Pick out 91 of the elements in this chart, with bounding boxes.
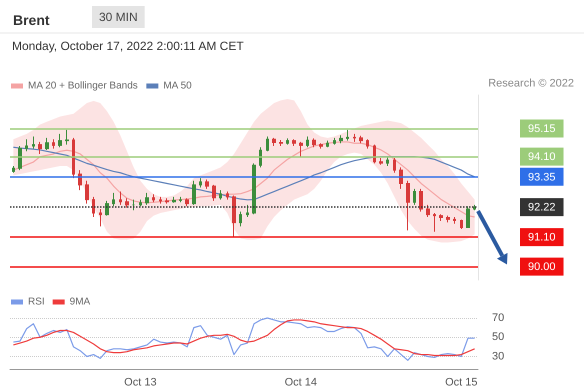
candlestick [232, 195, 236, 238]
candlestick [179, 196, 182, 203]
text: Monday, October 17, 2022 2:00:11 AM CET [12, 39, 244, 53]
candlestick [152, 194, 155, 203]
chart-subtitle: 30 MIN [99, 10, 138, 24]
candlestick [446, 215, 450, 223]
candlestick [259, 146, 262, 168]
candlestick [139, 199, 142, 207]
candlestick [65, 129, 69, 146]
y-tick-label: 92.22 [528, 202, 556, 214]
candlestick [339, 134, 343, 144]
candlestick [38, 141, 42, 154]
candlestick [306, 136, 309, 148]
x-tick-label: Oct 13 [124, 376, 157, 388]
candlestick [379, 158, 383, 166]
candlestick [386, 156, 389, 167]
candlestick [399, 166, 403, 190]
y-tick-label: 30 [492, 350, 504, 362]
candlestick [25, 138, 28, 152]
candlestick [185, 198, 189, 207]
candlestick [406, 180, 410, 231]
candlestick [165, 198, 169, 204]
candlestick [192, 180, 196, 206]
legend-label: MA 20 + Bollinger Bands [28, 80, 138, 92]
candlestick [453, 216, 456, 224]
candlestick [319, 142, 323, 150]
candlestick [333, 137, 336, 146]
line-series [12, 146, 476, 200]
candlestick [266, 136, 269, 152]
candlestick [226, 191, 229, 200]
y-tick-label: 94.10 [528, 151, 556, 164]
y-tick-label: 93.35 [528, 171, 556, 184]
candlestick [45, 137, 49, 150]
candlestick [272, 137, 276, 146]
candlestick [433, 212, 436, 232]
y-tick-label: 90.00 [528, 261, 556, 274]
candlestick [413, 188, 416, 206]
candlestick [72, 137, 75, 179]
candlestick [112, 192, 115, 207]
candlestick [159, 196, 162, 204]
chart-title: Brent [13, 12, 50, 28]
x-tick-label: Oct 14 [284, 376, 318, 388]
text: Research © 2022 [488, 78, 574, 90]
candlestick [473, 204, 476, 211]
candlestick [279, 140, 283, 146]
candlestick [199, 178, 202, 188]
y-tick-label: 95.15 [528, 123, 556, 136]
x-tick-label: Oct 15 [445, 376, 478, 388]
y-tick-label: 50 [492, 331, 504, 344]
candlestick [439, 214, 443, 222]
candlestick [346, 129, 349, 142]
candlestick [99, 208, 102, 227]
candlestick [92, 196, 95, 218]
candlestick [466, 206, 470, 228]
candlestick [205, 178, 209, 190]
candlestick [326, 140, 329, 148]
candlestick [299, 141, 303, 158]
candlestick [18, 145, 22, 171]
candlestick [419, 188, 423, 212]
candlestick [12, 166, 15, 174]
candlestick [32, 136, 35, 150]
legend-label: 9MA [70, 296, 91, 308]
candlestick [85, 180, 89, 204]
candlestick [426, 204, 430, 218]
y-tick-label: 91.10 [528, 232, 556, 244]
candlestick [125, 198, 129, 208]
candlestick [366, 138, 369, 150]
candlestick [58, 133, 62, 148]
candlestick [172, 196, 176, 204]
candlestick [359, 135, 363, 144]
legend-label: RSI [28, 296, 45, 308]
candlestick [246, 204, 249, 218]
candlestick [312, 138, 316, 148]
candlestick [252, 162, 256, 215]
candlestick [353, 133, 356, 142]
candlestick [132, 199, 135, 211]
y-tick-label: 70 [492, 312, 504, 324]
legend-label: MA 50 [163, 80, 192, 92]
candlestick [393, 158, 396, 174]
candlestick [119, 191, 122, 206]
line-series [12, 141, 476, 218]
candlestick [52, 138, 55, 150]
candlestick [292, 138, 296, 146]
candlestick [239, 211, 242, 227]
candlestick [105, 200, 109, 216]
candlestick [286, 138, 289, 146]
candlestick [212, 184, 216, 202]
candlestick [145, 192, 149, 206]
candlestick [373, 144, 376, 164]
candlestick [460, 219, 463, 230]
candlestick [219, 190, 222, 200]
